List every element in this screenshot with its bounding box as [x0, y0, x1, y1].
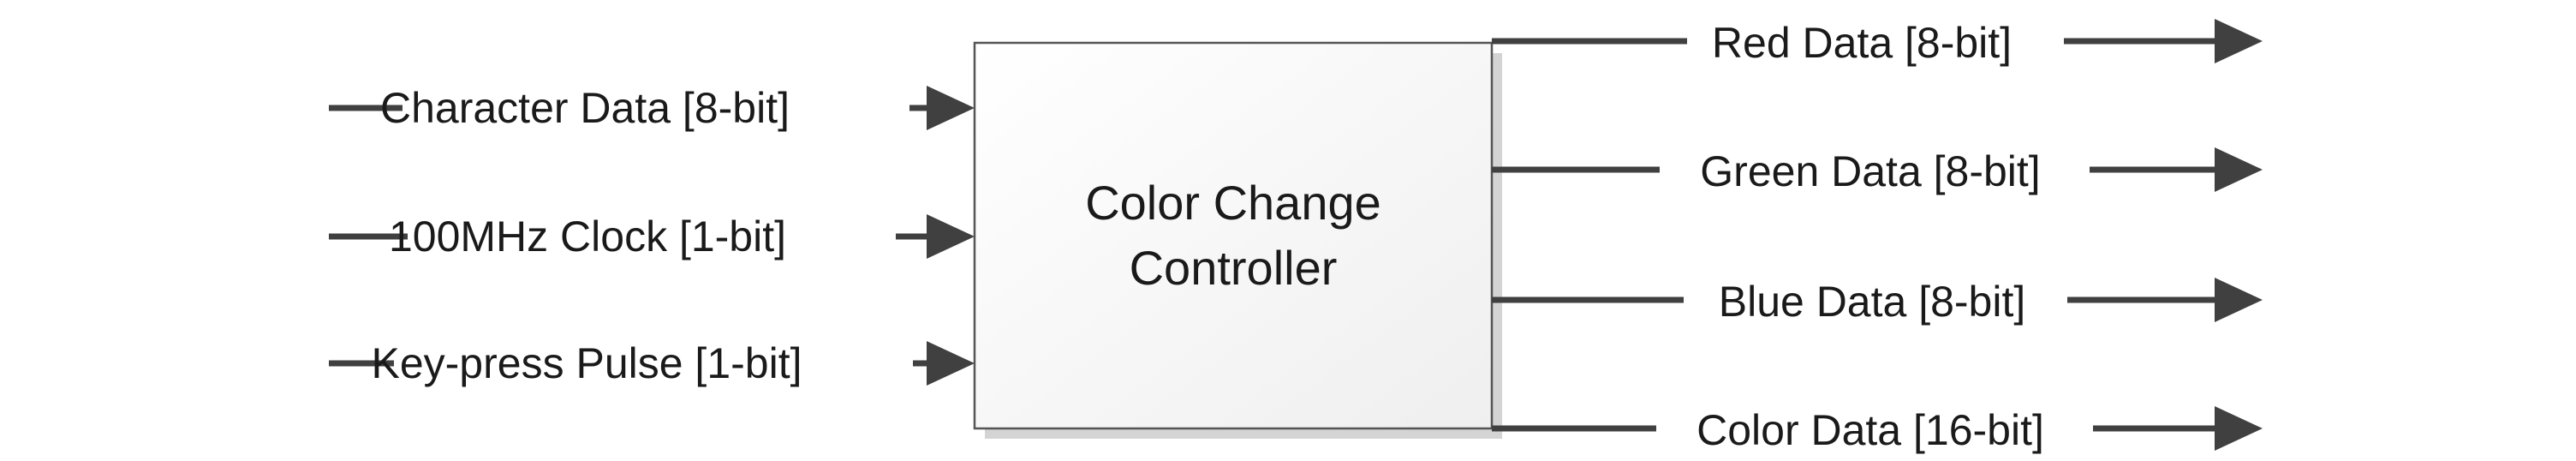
- controller-block: Color Change Controller: [973, 41, 1502, 439]
- output-red-arrowhead: [2215, 19, 2263, 63]
- input-character-data-arrowhead: [927, 86, 975, 130]
- input-clock-label: 100MHz Clock [1-bit]: [389, 213, 786, 260]
- controller-block-label-line1: Color Change: [1085, 176, 1381, 230]
- input-clock-arrowhead: [927, 214, 975, 259]
- input-keypress-pulse: Key-press Pulse [1-bit]: [329, 339, 975, 387]
- controller-block-body: [973, 41, 1494, 430]
- output-blue-arrowhead: [2215, 278, 2263, 322]
- controller-block-label-line2: Controller: [1130, 241, 1338, 295]
- output-green-data: Green Data [8-bit]: [1492, 147, 2263, 195]
- output-blue-data: Blue Data [8-bit]: [1492, 278, 2263, 326]
- output-blue-label: Blue Data [8-bit]: [1719, 278, 2026, 326]
- input-clock: 100MHz Clock [1-bit]: [329, 213, 975, 260]
- output-red-label: Red Data [8-bit]: [1712, 19, 2012, 67]
- output-green-label: Green Data [8-bit]: [1700, 147, 2040, 195]
- output-color-label: Color Data [16-bit]: [1696, 406, 2044, 454]
- output-color-data: Color Data [16-bit]: [1492, 406, 2263, 454]
- output-red-data: Red Data [8-bit]: [1492, 19, 2263, 67]
- input-character-data: Character Data [8-bit]: [329, 84, 975, 132]
- output-color-arrowhead: [2215, 406, 2263, 451]
- input-keypress-label: Key-press Pulse [1-bit]: [372, 339, 802, 387]
- input-keypress-arrowhead: [927, 341, 975, 386]
- input-character-data-label: Character Data [8-bit]: [380, 84, 790, 132]
- output-green-arrowhead: [2215, 147, 2263, 192]
